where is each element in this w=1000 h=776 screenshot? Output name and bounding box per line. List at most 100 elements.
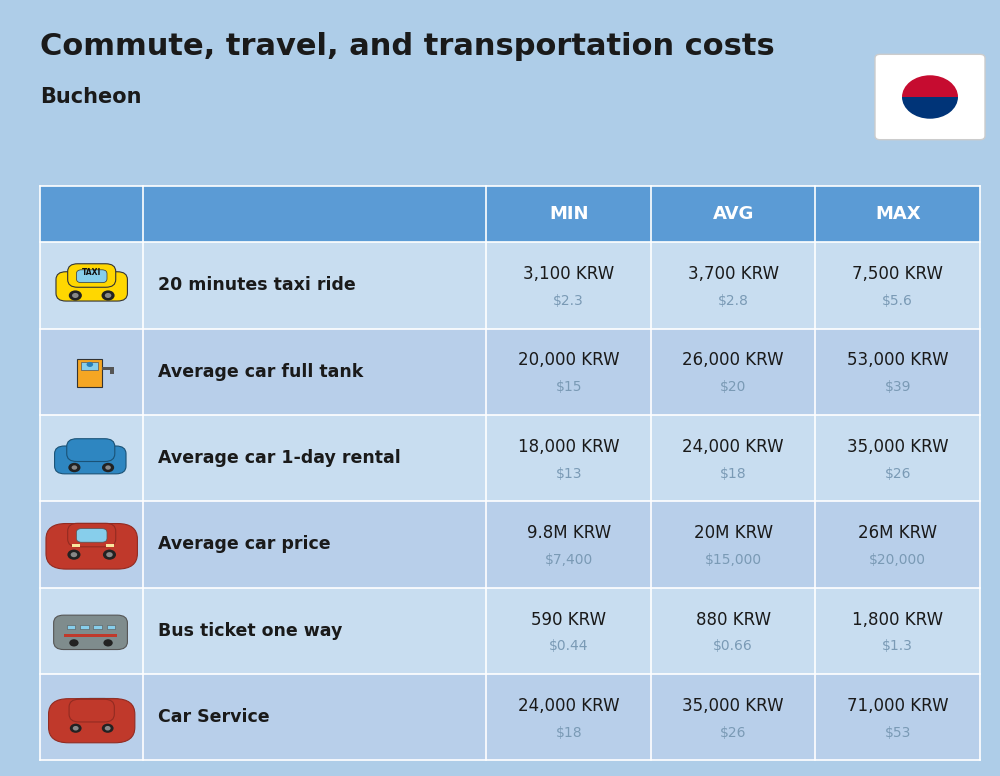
Circle shape xyxy=(72,293,79,298)
FancyBboxPatch shape xyxy=(80,698,124,717)
Bar xyxy=(815,242,980,328)
Text: Average car full tank: Average car full tank xyxy=(158,362,364,381)
Bar xyxy=(815,587,980,674)
Circle shape xyxy=(105,726,111,730)
Text: $0.44: $0.44 xyxy=(549,639,588,653)
Text: Car Service: Car Service xyxy=(158,708,270,726)
FancyBboxPatch shape xyxy=(68,523,116,547)
Bar xyxy=(143,674,486,760)
Bar xyxy=(143,501,486,587)
Bar xyxy=(651,501,815,587)
Bar xyxy=(83,270,100,275)
Circle shape xyxy=(87,362,93,367)
Text: $15,000: $15,000 xyxy=(705,553,762,567)
Text: 20 minutes taxi ride: 20 minutes taxi ride xyxy=(158,276,356,294)
Circle shape xyxy=(103,549,116,559)
Bar xyxy=(84,443,101,445)
Bar xyxy=(815,501,980,587)
Bar xyxy=(77,359,102,387)
Bar xyxy=(815,674,980,760)
FancyBboxPatch shape xyxy=(55,446,126,474)
Text: 3,700 KRW: 3,700 KRW xyxy=(688,265,779,283)
Bar xyxy=(143,587,486,674)
Bar xyxy=(106,545,114,547)
Text: $2.8: $2.8 xyxy=(718,294,749,308)
FancyBboxPatch shape xyxy=(56,272,127,301)
Text: $18: $18 xyxy=(555,726,582,740)
Text: Bucheon: Bucheon xyxy=(40,87,142,107)
Bar xyxy=(651,415,815,501)
Circle shape xyxy=(923,102,937,113)
Text: Average car price: Average car price xyxy=(158,535,331,553)
Text: 7,500 KRW: 7,500 KRW xyxy=(852,265,943,283)
Bar xyxy=(651,328,815,415)
Bar xyxy=(40,186,143,242)
Circle shape xyxy=(70,724,82,733)
Text: TAXI: TAXI xyxy=(82,268,101,277)
Text: 35,000 KRW: 35,000 KRW xyxy=(682,697,784,715)
Text: AVG: AVG xyxy=(713,205,754,223)
Text: 71,000 KRW: 71,000 KRW xyxy=(847,697,949,715)
Circle shape xyxy=(71,552,77,557)
Circle shape xyxy=(102,462,114,473)
Text: $15: $15 xyxy=(555,380,582,394)
Circle shape xyxy=(106,552,113,557)
Bar xyxy=(93,625,102,629)
FancyBboxPatch shape xyxy=(49,698,135,743)
FancyBboxPatch shape xyxy=(46,524,137,569)
Bar xyxy=(815,328,980,415)
FancyBboxPatch shape xyxy=(54,615,127,650)
Text: 53,000 KRW: 53,000 KRW xyxy=(847,352,949,369)
Text: Average car 1-day rental: Average car 1-day rental xyxy=(158,449,401,467)
Bar xyxy=(651,242,815,328)
Wedge shape xyxy=(902,97,958,119)
Text: $5.6: $5.6 xyxy=(882,294,913,308)
Bar xyxy=(486,587,651,674)
Circle shape xyxy=(67,549,80,559)
Bar xyxy=(80,625,89,629)
Text: 24,000 KRW: 24,000 KRW xyxy=(682,438,784,456)
Bar xyxy=(110,367,114,373)
FancyBboxPatch shape xyxy=(76,270,107,282)
Text: Commute, travel, and transportation costs: Commute, travel, and transportation cost… xyxy=(40,32,775,61)
Text: 9.8M KRW: 9.8M KRW xyxy=(527,525,611,542)
Bar xyxy=(143,328,486,415)
Circle shape xyxy=(73,726,79,730)
Text: 26,000 KRW: 26,000 KRW xyxy=(682,352,784,369)
Circle shape xyxy=(105,466,111,469)
Bar xyxy=(651,186,815,242)
Circle shape xyxy=(102,724,114,733)
Text: $26: $26 xyxy=(884,466,911,480)
Bar xyxy=(40,587,143,674)
Bar xyxy=(815,415,980,501)
Bar xyxy=(81,362,98,370)
FancyBboxPatch shape xyxy=(68,264,116,287)
Text: 3,100 KRW: 3,100 KRW xyxy=(523,265,614,283)
Bar xyxy=(143,186,486,242)
Bar xyxy=(486,242,651,328)
Text: 20M KRW: 20M KRW xyxy=(694,525,773,542)
Bar xyxy=(815,186,980,242)
Bar xyxy=(40,242,143,328)
Bar xyxy=(486,328,651,415)
Bar xyxy=(40,415,143,501)
Text: $53: $53 xyxy=(885,726,911,740)
Circle shape xyxy=(103,639,113,646)
Text: $18: $18 xyxy=(720,466,747,480)
Wedge shape xyxy=(902,75,958,97)
Text: 1,800 KRW: 1,800 KRW xyxy=(852,611,943,629)
FancyBboxPatch shape xyxy=(67,438,115,462)
Text: 35,000 KRW: 35,000 KRW xyxy=(847,438,949,456)
Circle shape xyxy=(923,81,937,92)
FancyBboxPatch shape xyxy=(875,54,985,140)
Bar xyxy=(486,186,651,242)
Text: $20: $20 xyxy=(720,380,746,394)
Text: MIN: MIN xyxy=(549,205,588,223)
Text: $1.3: $1.3 xyxy=(882,639,913,653)
Circle shape xyxy=(69,639,79,646)
Bar xyxy=(107,625,115,629)
Circle shape xyxy=(72,466,77,469)
Text: 20,000 KRW: 20,000 KRW xyxy=(518,352,620,369)
Circle shape xyxy=(105,293,111,298)
Circle shape xyxy=(68,462,80,473)
